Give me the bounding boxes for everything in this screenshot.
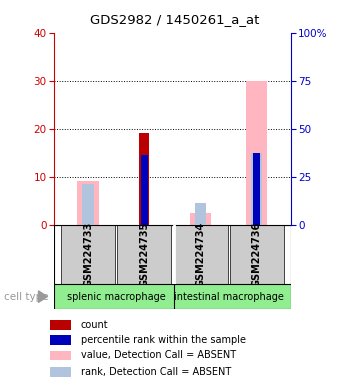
Bar: [50, 351, 71, 360]
Text: rank, Detection Call = ABSENT: rank, Detection Call = ABSENT: [80, 367, 231, 377]
Bar: [50, 367, 71, 377]
Bar: [117, 225, 171, 284]
Text: intestinal macrophage: intestinal macrophage: [174, 291, 284, 302]
Bar: [61, 225, 115, 284]
Text: GSM224734: GSM224734: [196, 222, 205, 287]
Bar: [195, 203, 206, 225]
Bar: [50, 320, 71, 330]
Text: GDS2982 / 1450261_a_at: GDS2982 / 1450261_a_at: [90, 13, 260, 26]
Bar: [139, 134, 149, 225]
Text: cell type: cell type: [4, 291, 48, 302]
Bar: [82, 184, 94, 225]
Bar: [141, 155, 148, 225]
Text: GSM224733: GSM224733: [83, 222, 93, 287]
Text: value, Detection Call = ABSENT: value, Detection Call = ABSENT: [80, 350, 236, 360]
Text: GSM224735: GSM224735: [139, 222, 149, 287]
Bar: [77, 182, 99, 225]
Bar: [174, 284, 290, 309]
Bar: [246, 81, 267, 225]
Bar: [54, 284, 174, 309]
Text: count: count: [80, 320, 108, 330]
Bar: [230, 225, 284, 284]
Bar: [251, 153, 262, 225]
Bar: [174, 225, 228, 284]
Bar: [190, 213, 211, 225]
Bar: [253, 153, 260, 225]
Bar: [50, 335, 71, 344]
Text: splenic macrophage: splenic macrophage: [67, 291, 166, 302]
Text: GSM224736: GSM224736: [252, 222, 262, 287]
Text: percentile rank within the sample: percentile rank within the sample: [80, 335, 246, 345]
